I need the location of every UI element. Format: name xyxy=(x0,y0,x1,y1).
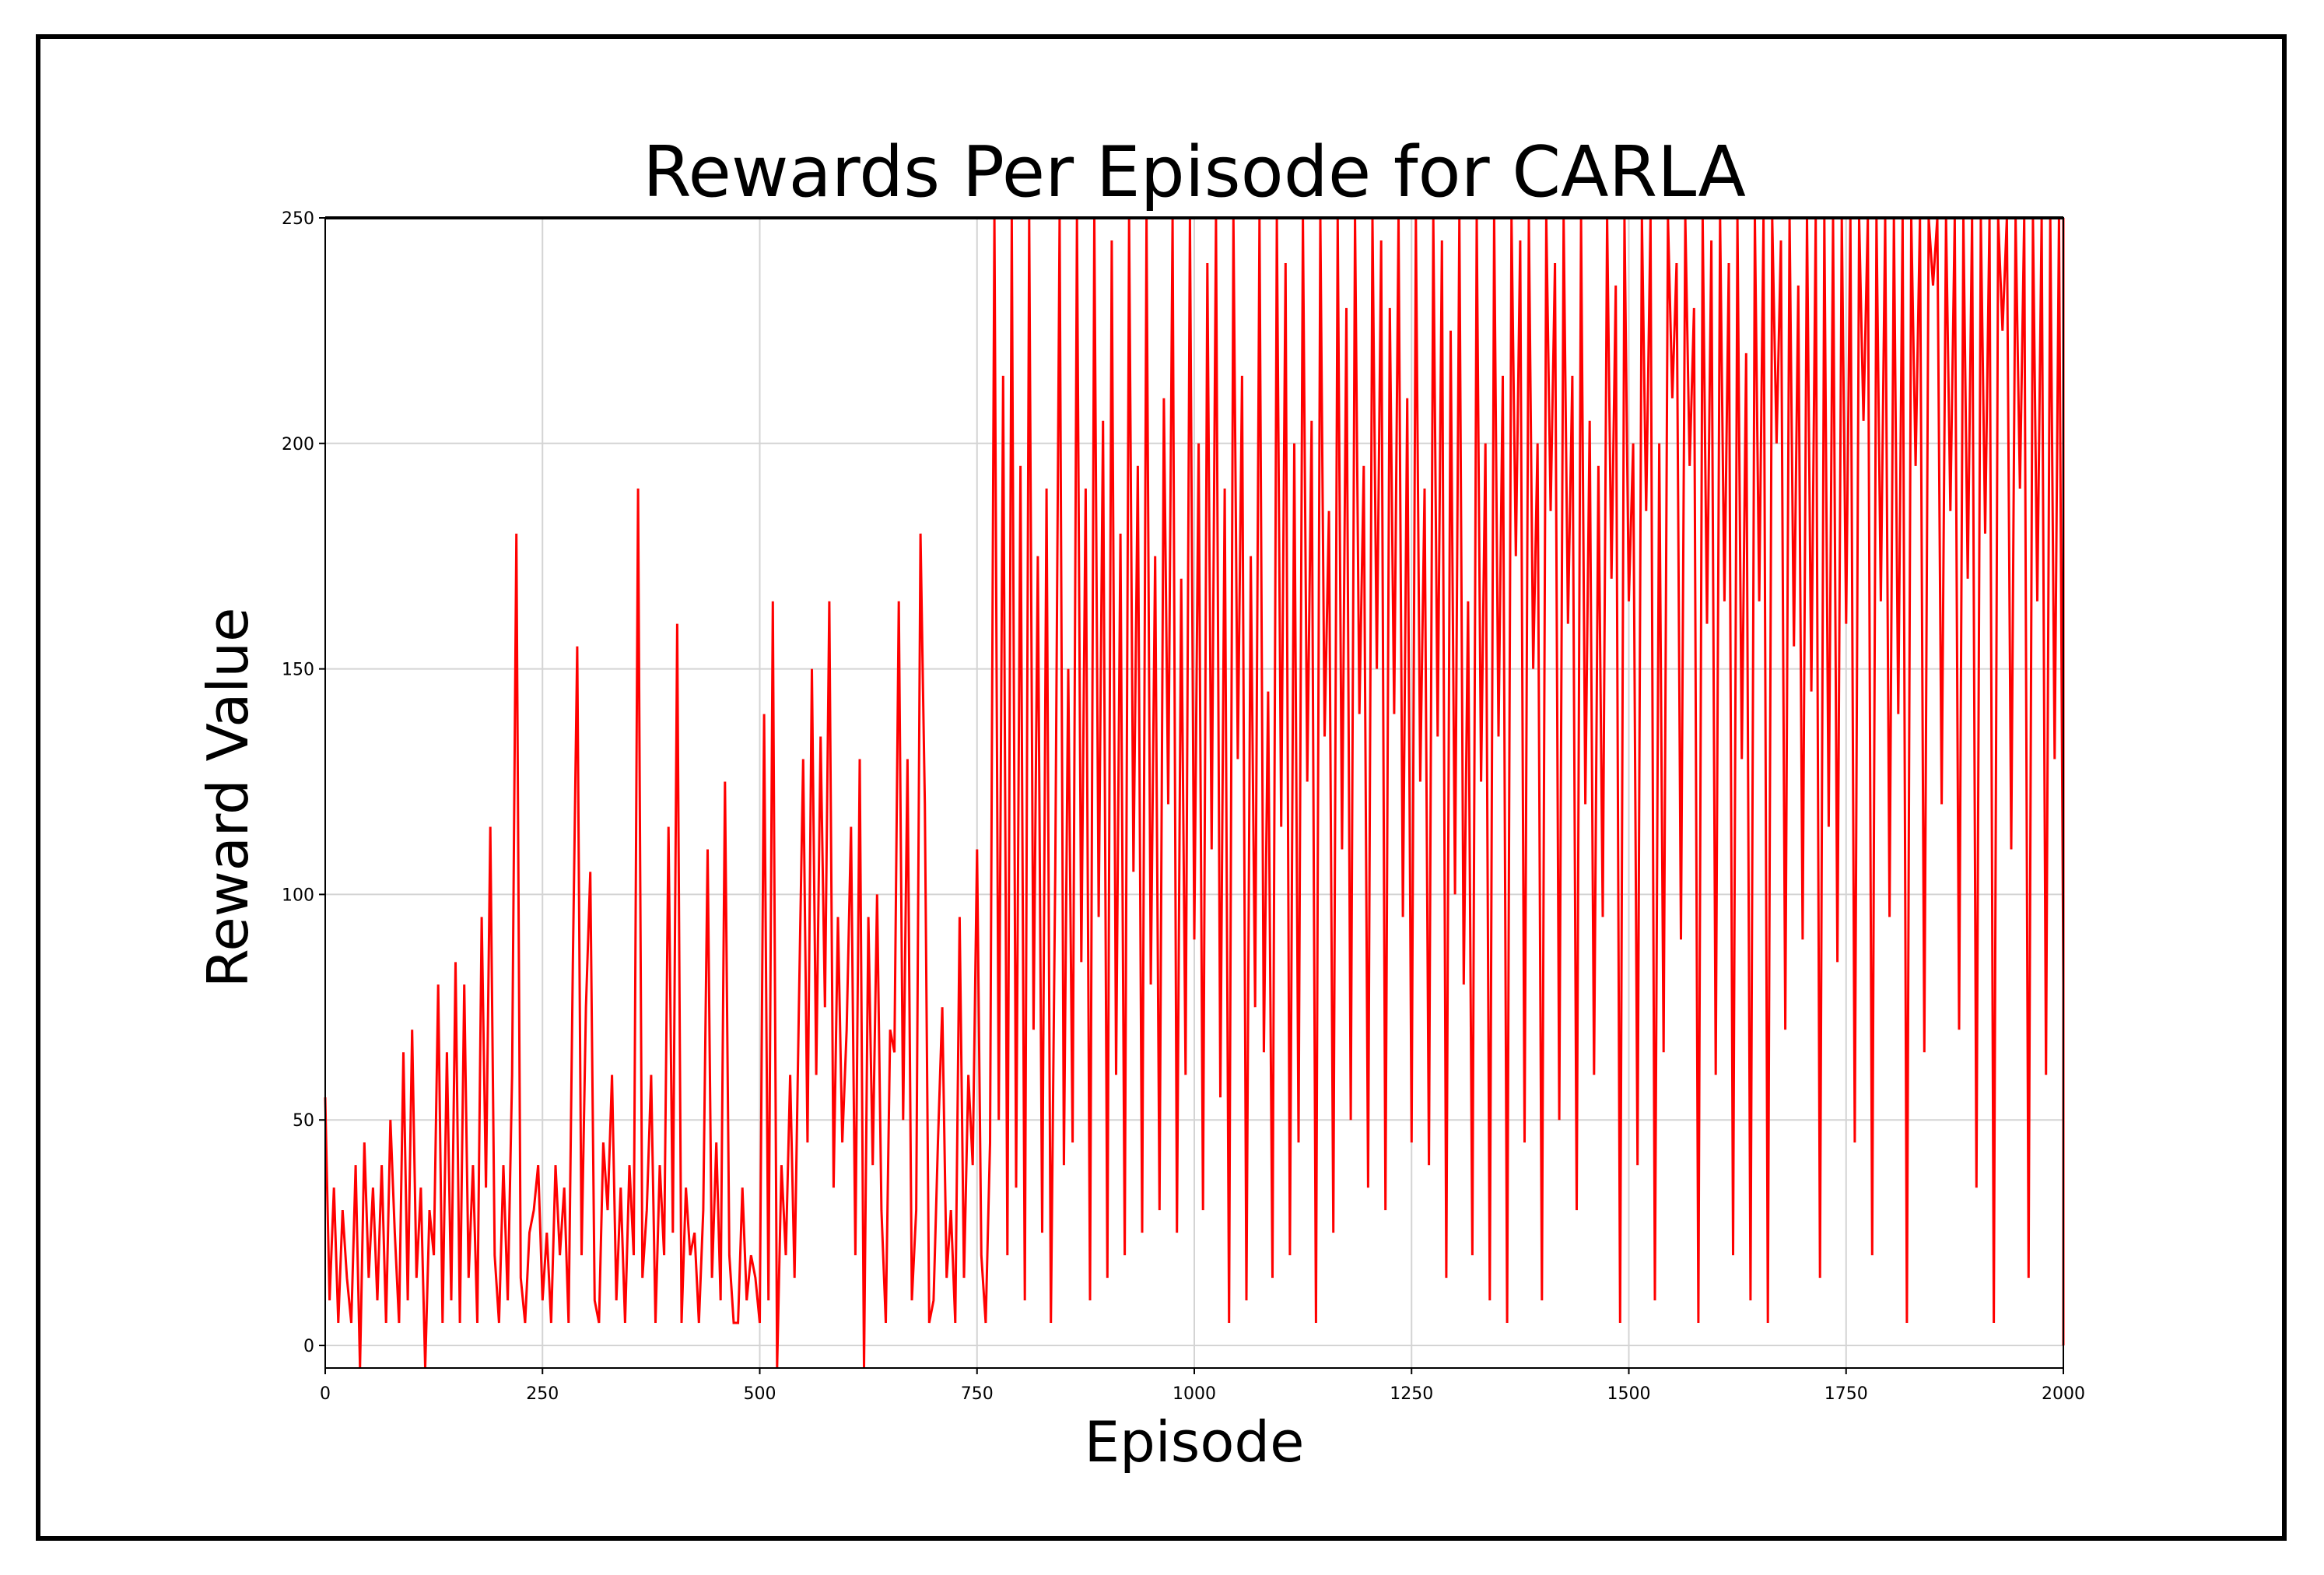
y-tick-label: 150 xyxy=(282,661,314,680)
x-tick-label: 0 xyxy=(320,1384,331,1404)
x-tick-label: 1500 xyxy=(1607,1384,1651,1404)
y-tick-label: 50 xyxy=(293,1111,314,1131)
y-tick-label: 100 xyxy=(282,886,314,905)
y-axis-label: Reward Value xyxy=(195,608,261,988)
y-tick-labels: 0 50 100 150 200 250 xyxy=(282,209,314,1356)
x-tick-label: 500 xyxy=(744,1384,776,1404)
x-tick-label: 2000 xyxy=(2042,1384,2085,1404)
x-axis-label: Episode xyxy=(1085,1409,1305,1475)
x-tick-labels: 0 250 500 750 1000 1250 1500 1750 2000 xyxy=(320,1384,2085,1404)
x-tick-label: 750 xyxy=(961,1384,994,1404)
x-tick-label: 250 xyxy=(526,1384,559,1404)
chart-title: Rewards Per Episode for CARLA xyxy=(643,132,1746,213)
x-tick-label: 1250 xyxy=(1390,1384,1433,1404)
y-tick-label: 0 xyxy=(303,1337,314,1356)
axes xyxy=(319,216,2064,1374)
x-tick-label: 1750 xyxy=(1824,1384,1868,1404)
y-tick-label: 200 xyxy=(282,435,314,454)
y-tick-label: 250 xyxy=(282,209,314,229)
x-tick-label: 1000 xyxy=(1173,1384,1216,1404)
